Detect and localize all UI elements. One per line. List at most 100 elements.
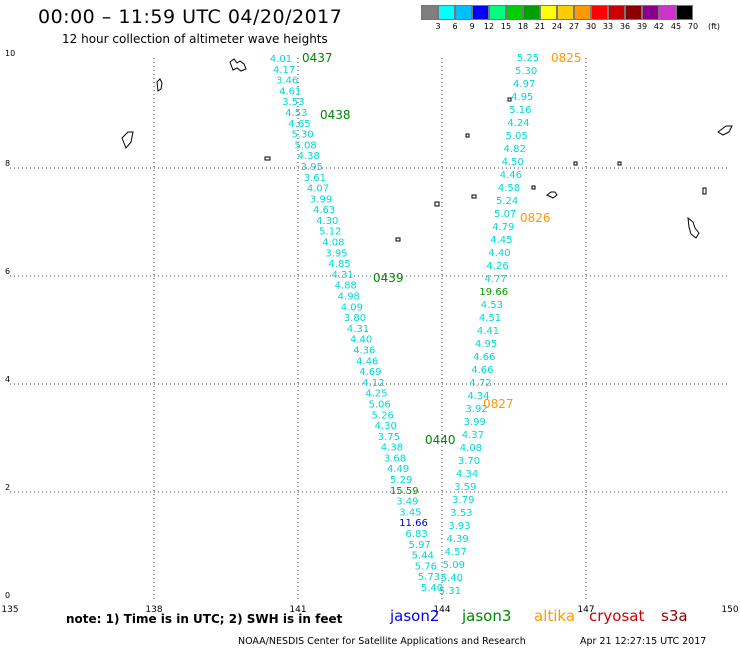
swh-value-label: 4.01 <box>270 54 292 65</box>
colorbar-label: 24 <box>551 22 563 31</box>
colorbar-swatch <box>608 5 625 20</box>
swh-value-label: 5.30 <box>515 66 537 77</box>
legend-item-jason3: jason3 <box>462 607 512 625</box>
swh-value-label: 4.65 <box>288 119 310 130</box>
swh-value-label: 4.61 <box>279 86 301 97</box>
swh-value-label: 3.49 <box>396 497 418 508</box>
swh-value-label: 4.88 <box>335 281 357 292</box>
swh-value-label: 4.12 <box>362 378 384 389</box>
x-tick-label: 147 <box>577 605 594 615</box>
y-tick-label: 0 <box>5 591 10 600</box>
colorbar-swatch <box>472 5 489 20</box>
legend-item-s3a: s3a <box>661 607 688 625</box>
swh-value-label: 3.53 <box>282 97 304 108</box>
pass-time-label: 0826 <box>520 211 551 225</box>
swh-value-label: 4.41 <box>477 326 499 337</box>
swh-value-label: 5.40 <box>421 583 443 594</box>
colorbar-label: 6 <box>452 22 458 31</box>
colorbar-swatch <box>540 5 557 20</box>
swh-value-label: 4.30 <box>316 216 338 227</box>
swh-value-label: 4.38 <box>298 151 320 162</box>
swh-value-label: 5.06 <box>368 399 390 410</box>
swh-value-label: 4.34 <box>456 469 478 480</box>
swh-value-label: 4.72 <box>469 378 491 389</box>
colorbar-label: 30 <box>585 22 597 31</box>
legend-item-cryosat: cryosat <box>589 607 645 625</box>
swh-value-label: 4.77 <box>485 274 507 285</box>
colorbar-swatch <box>625 5 642 20</box>
swh-value-label: 4.85 <box>328 259 350 270</box>
swh-value-label: 4.30 <box>375 421 397 432</box>
swh-value-label: 3.70 <box>458 456 480 467</box>
swh-value-label: 4.66 <box>471 365 493 376</box>
pass-time-label: 0439 <box>373 271 404 285</box>
swh-value-label: 15.59 <box>390 486 419 497</box>
swh-value-label: 3.46 <box>276 76 298 87</box>
colorbar-swatch <box>574 5 591 20</box>
swh-value-label: 5.25 <box>517 53 539 64</box>
colorbar-label: 9 <box>469 22 475 31</box>
swh-value-label: 5.76 <box>415 561 437 572</box>
pass-time-label: 0437 <box>302 51 333 65</box>
swh-value-label: 3.53 <box>450 508 472 519</box>
swh-value-label: 4.53 <box>285 108 307 119</box>
island-shape <box>264 156 271 161</box>
colorbar-label: 27 <box>568 22 580 31</box>
swh-value-label: 5.30 <box>291 130 313 141</box>
island-shape <box>434 201 440 207</box>
swh-value-label: 3.79 <box>452 495 474 506</box>
swh-value-label: 4.40 <box>350 335 372 346</box>
swh-value-label: 4.58 <box>498 183 520 194</box>
swh-value-label: 3.59 <box>454 482 476 493</box>
pass-time-label: 0827 <box>483 397 514 411</box>
swh-value-label: 3.45 <box>399 507 421 518</box>
swh-value-label: 3.80 <box>344 313 366 324</box>
swh-value-label: 4.39 <box>446 534 468 545</box>
swh-value-label: 4.51 <box>479 313 501 324</box>
swh-value-label: 4.09 <box>341 302 363 313</box>
colorbar-label: 15 <box>500 22 512 31</box>
colorbar-label: (ft) <box>707 22 721 31</box>
swh-value-label: 4.31 <box>331 270 353 281</box>
land-outlines <box>121 58 733 242</box>
island-shape <box>531 185 536 190</box>
colorbar-swatch <box>506 5 523 20</box>
colorbar-label: 3 <box>435 22 441 31</box>
altimeter-track-left: 4.014.173.464.613.534.534.655.305.084.38… <box>270 51 456 594</box>
swh-value-label: 4.79 <box>492 222 514 233</box>
swh-value-label: 4.63 <box>313 205 335 216</box>
island-shape <box>573 161 578 166</box>
axis-tick-labels: 135 138 141 144 147 150 0 2 4 6 8 10 <box>1 49 738 615</box>
island-shape <box>617 161 622 166</box>
swh-value-label: 4.07 <box>307 184 329 195</box>
legend-item-jason2: jason2 <box>390 607 440 625</box>
y-tick-label: 8 <box>5 159 10 168</box>
swh-value-label: 4.36 <box>353 345 375 356</box>
swh-value-label: 4.25 <box>365 389 387 400</box>
swh-value-label: 4.95 <box>511 92 533 103</box>
island-shape <box>702 187 707 195</box>
swh-value-label: 5.24 <box>496 196 518 207</box>
island-shape <box>395 237 401 242</box>
colorbar-swatch <box>591 5 608 20</box>
swh-value-label: 4.97 <box>513 79 535 90</box>
colorbar-labels: 3 6 9 12 15 18 21 24 27 30 33 36 39 42 45 70 (ft) <box>421 20 720 32</box>
swh-value-label: 5.16 <box>509 105 531 116</box>
swh-value-label: 4.46 <box>356 356 378 367</box>
swh-value-label: 4.53 <box>481 300 503 311</box>
swh-value-label: 5.31 <box>439 586 461 597</box>
swh-value-label: 3.93 <box>448 521 470 532</box>
swh-value-label: 3.61 <box>304 173 326 184</box>
swh-value-label: 5.08 <box>295 140 317 151</box>
swh-value-label: 4.49 <box>387 464 409 475</box>
colorbar-swatch <box>438 5 455 20</box>
island-shape <box>121 131 134 149</box>
x-tick-label: 141 <box>289 605 306 615</box>
island-shape <box>229 58 247 72</box>
map-subtitle: 12 hour collection of altimeter wave hei… <box>62 32 328 46</box>
x-tick-label: 138 <box>145 605 162 615</box>
swh-value-label: 5.26 <box>372 410 394 421</box>
legend-item-altika: altika <box>534 607 576 625</box>
swh-value-label: 4.95 <box>475 339 497 350</box>
